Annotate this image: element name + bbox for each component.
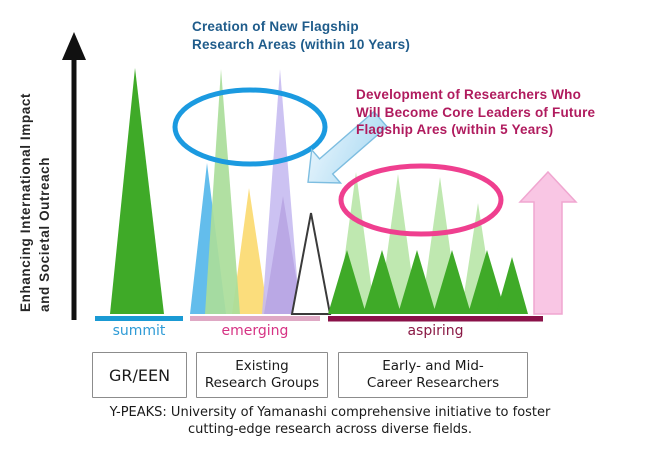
peak-summit-green — [110, 68, 164, 314]
category-label-emerging: emerging — [221, 323, 289, 339]
highlight-ellipse-blue — [172, 87, 328, 167]
highlight-ellipse-pink — [338, 163, 504, 237]
y-axis-label: Enhancing International Impact and Socie… — [16, 93, 54, 312]
category-label-summit: summit — [112, 323, 166, 339]
peak-aspiring-short-6 — [496, 257, 528, 314]
peak-aspiring-short-2 — [363, 250, 401, 314]
peak-emerging-yellow — [232, 188, 268, 314]
peak-emerging-lightgreen — [205, 69, 240, 314]
peak-aspiring-short-3 — [398, 250, 436, 314]
box-green: GR/EEN — [92, 352, 187, 398]
peak-emerging-lavender — [262, 69, 300, 314]
peak-group-emerging — [190, 69, 332, 315]
figure-caption: Y-PEAKS: University of Yamanashi compreh… — [109, 405, 551, 437]
peak-aspiring-short-5 — [468, 250, 506, 314]
baseline-bar-emerging — [190, 316, 320, 321]
transfer-arrow-icon — [307, 110, 389, 184]
callout-pink-text: Development of Researchers Who Will Beco… — [356, 87, 596, 137]
growth-arrow-icon — [518, 170, 578, 315]
category-label-aspiring: aspiring — [407, 323, 464, 339]
peak-aspiring-short-4 — [433, 250, 471, 314]
box-existing-research-groups: Existing Research Groups — [196, 352, 328, 398]
y-axis-label-line2: and Societal Outreach — [37, 156, 52, 312]
baseline-bar-summit — [95, 316, 183, 321]
peak-group-aspiring — [328, 172, 528, 314]
y-axis-label-line1: Enhancing International Impact — [18, 92, 33, 312]
peak-aspiring-short-1 — [328, 250, 366, 314]
box-early-mid-career: Early- and Mid- Career Researchers — [338, 352, 528, 398]
peak-group-summit — [110, 68, 164, 314]
callout-blue-text: Creation of New Flagship Research Areas … — [192, 19, 411, 52]
y-axis-arrow — [62, 32, 86, 320]
peak-emerging-outline — [290, 212, 332, 315]
baseline-bar-aspiring — [328, 316, 543, 322]
